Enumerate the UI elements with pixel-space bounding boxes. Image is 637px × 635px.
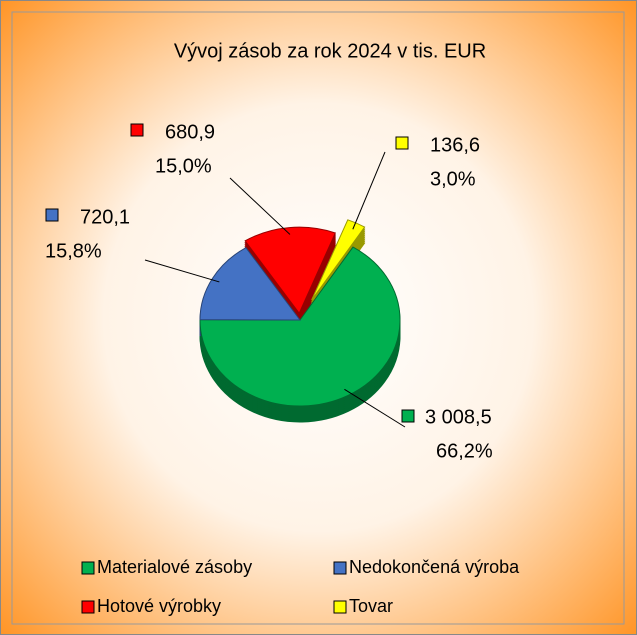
- percent-label: 66,2%: [436, 440, 493, 462]
- slice: [244, 226, 337, 315]
- legend-label: Materialové zásoby: [97, 557, 252, 577]
- leader-line: [352, 151, 386, 230]
- label-key: [130, 123, 144, 137]
- slice: [199, 247, 302, 321]
- label-key: [395, 136, 409, 150]
- slice: [311, 219, 366, 301]
- legend-key: [81, 600, 95, 614]
- label-key: [401, 409, 415, 423]
- chart-title: Vývoj zásob za rok 2024 v tis. EUR: [174, 40, 486, 62]
- percent-label: 15,8%: [45, 240, 102, 262]
- legend-key: [333, 600, 347, 614]
- legend-label: Hotové výrobky: [97, 596, 221, 616]
- leader-line: [229, 177, 291, 235]
- leader-line: [344, 388, 406, 428]
- legend-key: [333, 561, 347, 575]
- percent-label: 3,0%: [430, 168, 476, 190]
- data-label: 680,9: [165, 121, 215, 143]
- data-label: 720,1: [80, 206, 130, 228]
- data-label: 136,6: [430, 134, 480, 156]
- plot-frame: [11, 11, 625, 625]
- leader-line: [144, 259, 220, 283]
- slice: [199, 246, 401, 407]
- legend-label: Tovar: [349, 596, 393, 616]
- data-label: 3 008,5: [425, 406, 492, 428]
- percent-label: 15,0%: [155, 155, 212, 177]
- label-key: [45, 208, 59, 222]
- legend-label: Nedokončená výroba: [349, 557, 520, 577]
- legend-key: [81, 561, 95, 575]
